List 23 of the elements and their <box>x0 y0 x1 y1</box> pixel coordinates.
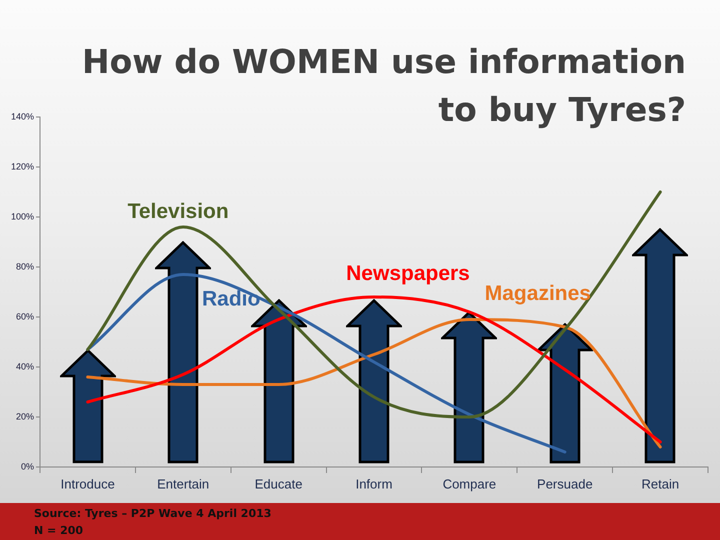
source-note: Source: Tyres – P2P Wave 4 April 2013 <box>34 506 272 522</box>
x-tick-label: Educate <box>254 476 302 492</box>
text: N = 200 <box>34 523 84 539</box>
y-tick-label: 80% <box>16 261 34 272</box>
chart-title: How do WOMEN use information to buy Tyres? <box>80 41 686 131</box>
y-tick-label: 20% <box>16 411 34 422</box>
y-tick-label: 140% <box>10 111 34 122</box>
y-tick-label: 40% <box>16 361 34 372</box>
line-series <box>86 190 662 418</box>
y-tick-label: 120% <box>10 161 34 172</box>
x-tick-label: Inform <box>356 476 392 492</box>
x-tick-label: Introduce <box>60 476 115 492</box>
x-tick-label: Entertain <box>157 476 210 492</box>
y-tick-label: 60% <box>16 311 34 322</box>
y-tick-label: 100% <box>10 211 34 222</box>
x-tick-label: Retain <box>641 476 680 492</box>
x-tick-label: Compare <box>442 476 496 492</box>
y-tick-label: 0% <box>20 461 34 472</box>
series-label: Magazines <box>484 282 591 305</box>
line-series <box>86 318 662 448</box>
series-label: Television <box>128 200 229 223</box>
x-tick-label: Persuade <box>537 476 593 492</box>
series-label: Newspapers <box>346 262 470 285</box>
